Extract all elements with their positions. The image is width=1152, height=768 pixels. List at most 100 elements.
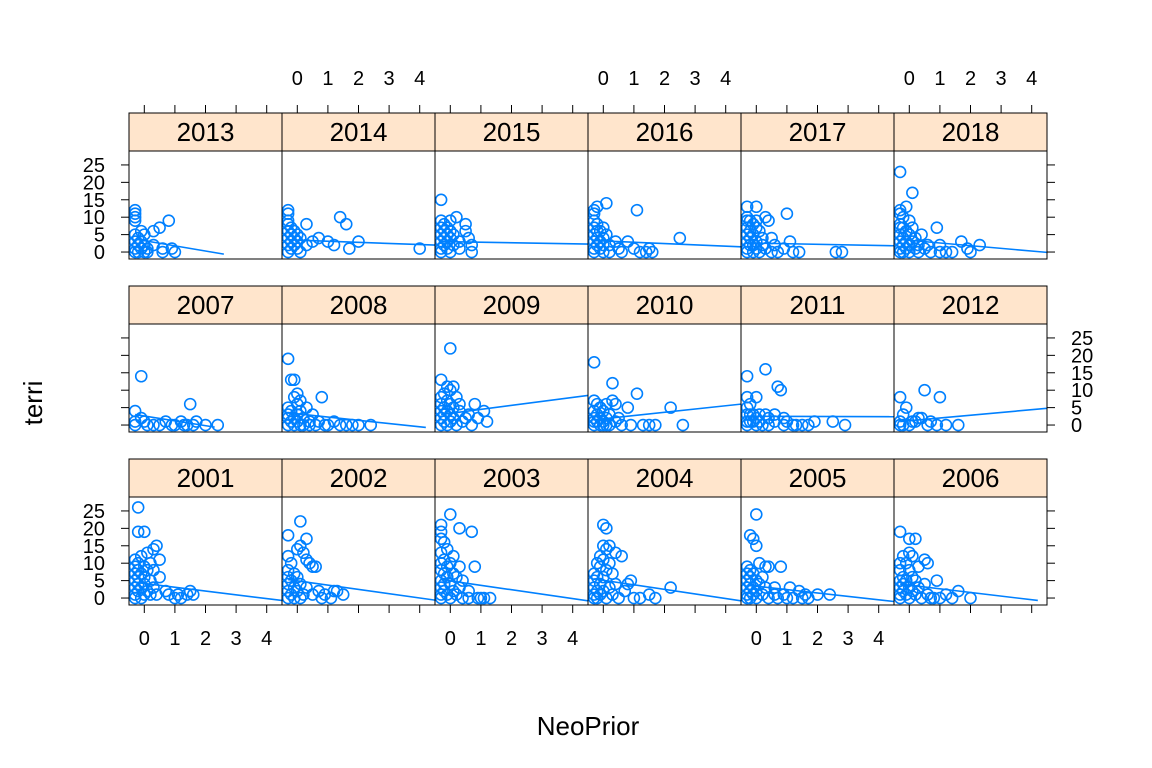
point-2002-22 — [300, 532, 313, 546]
point-2001-39 — [171, 588, 185, 601]
x-tick-label-top-5-1: 1 — [934, 68, 945, 90]
point-2006-13 — [899, 588, 913, 601]
point-2014-19 — [294, 245, 307, 259]
point-2011-23 — [771, 380, 785, 394]
point-2012-11 — [918, 383, 931, 397]
strip-2009 — [434, 285, 589, 325]
point-2013-21 — [153, 221, 166, 234]
point-2009-14 — [443, 342, 457, 355]
panel-2003: 2003 — [434, 458, 589, 606]
point-2017-27 — [762, 214, 775, 227]
strip-label-2008: 2008 — [330, 290, 388, 320]
point-2011-6 — [743, 397, 757, 411]
point-2004-27 — [609, 546, 622, 560]
point-2008-0 — [282, 352, 295, 366]
points-2005 — [741, 508, 837, 605]
y-tick-label-right-1-10: 10 — [1071, 380, 1093, 402]
strip-label-2017: 2017 — [789, 117, 847, 147]
point-2005-7 — [743, 563, 757, 577]
point-2002-10 — [287, 567, 301, 580]
fit-line-2006 — [900, 583, 1038, 602]
x-tick-label-bottom-0-1: 1 — [169, 628, 180, 650]
x-tick-label-bottom-4-2: 2 — [812, 628, 823, 650]
point-2008-31 — [333, 418, 347, 432]
point-2018-26 — [909, 242, 922, 255]
point-2002-7 — [284, 556, 298, 570]
strip-2013 — [128, 112, 283, 152]
point-2016-20 — [600, 196, 613, 210]
point-2010-1 — [588, 394, 601, 407]
panel-2015: 2015 — [434, 112, 589, 260]
y-tick-label-left-2-20: 20 — [83, 518, 105, 540]
point-2006-14 — [902, 532, 916, 546]
point-2010-28 — [630, 387, 644, 400]
strip-2006 — [893, 458, 1048, 498]
point-2003-0 — [435, 518, 448, 532]
point-2016-26 — [615, 245, 628, 259]
point-2018-40 — [964, 245, 977, 259]
point-2008-8 — [287, 373, 301, 387]
strip-label-2018: 2018 — [942, 117, 1000, 147]
point-2012-16 — [939, 418, 953, 432]
x-tick-label-top-1-3: 3 — [384, 68, 395, 90]
y-tick-label-right-1-0: 0 — [1071, 415, 1082, 437]
point-2002-20 — [297, 546, 310, 560]
x-tick-label-top-5-4: 4 — [1026, 68, 1037, 90]
point-2006-28 — [918, 553, 931, 567]
point-2011-0 — [741, 369, 754, 383]
point-2014-21 — [300, 238, 313, 252]
point-2007-8 — [153, 418, 166, 432]
point-2010-0 — [588, 356, 601, 369]
point-2011-24 — [774, 383, 788, 397]
point-2005-20 — [749, 591, 763, 605]
point-2003-36 — [468, 560, 482, 573]
point-2010-31 — [649, 418, 662, 432]
point-2004-28 — [609, 577, 622, 591]
strip-label-2009: 2009 — [483, 290, 541, 320]
point-2006-0 — [894, 525, 907, 539]
point-2004-36 — [642, 588, 656, 601]
y-tick-label-left-2-0: 0 — [94, 588, 105, 610]
point-2004-5 — [590, 556, 604, 570]
point-2002-21 — [297, 588, 310, 601]
panel-2001: 2001 — [128, 458, 283, 606]
point-2005-31 — [771, 591, 785, 605]
panel-2002: 2002 — [281, 458, 436, 606]
point-2011-33 — [826, 415, 840, 428]
point-2017-22 — [753, 245, 766, 259]
point-2013-19 — [147, 224, 160, 238]
point-2008-27 — [315, 390, 329, 404]
point-2018-22 — [906, 186, 919, 200]
point-2003-29 — [453, 560, 466, 573]
point-2011-17 — [759, 362, 772, 376]
x-tick-label-top-5-2: 2 — [965, 68, 976, 90]
point-2006-30 — [921, 556, 934, 570]
point-2001-29 — [147, 542, 160, 556]
point-2002-34 — [330, 584, 344, 598]
point-2017-33 — [780, 207, 794, 221]
point-2012-14 — [930, 418, 944, 432]
point-2011-19 — [762, 411, 775, 425]
strip-label-2003: 2003 — [483, 463, 541, 493]
point-2015-16 — [443, 224, 457, 238]
point-2002-13 — [290, 542, 304, 556]
point-2003-40 — [483, 591, 497, 605]
point-2007-11 — [168, 418, 182, 432]
point-2002-25 — [303, 556, 316, 570]
point-2006-7 — [896, 549, 910, 563]
point-2004-14 — [596, 539, 610, 553]
point-2004-20 — [600, 563, 613, 577]
panel-2013: 2013 — [128, 112, 283, 260]
point-2010-32 — [664, 401, 677, 414]
strip-label-2004: 2004 — [636, 463, 694, 493]
point-2003-17 — [440, 570, 454, 584]
fit-line-2008 — [288, 412, 426, 429]
point-2015-23 — [453, 242, 466, 255]
x-tick-label-bottom-2-3: 3 — [537, 628, 548, 650]
point-2017-21 — [753, 224, 766, 238]
axes-layer: 0 1 2 3 40 1 2 3 40 1 2 3 40 1 2 3 40 1 2 3 40 1 2 3 40510152025… — [83, 68, 1094, 650]
panel-2006: 2006 — [893, 458, 1048, 606]
point-2011-26 — [777, 418, 791, 432]
strip-2007 — [128, 285, 283, 325]
